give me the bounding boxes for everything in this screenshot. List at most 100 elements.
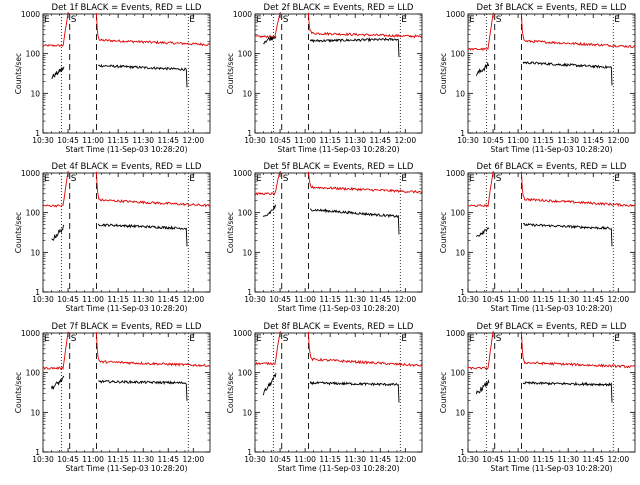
y-tick-label: 10 [455,408,465,417]
x-tick-label: 11:45 [369,295,391,304]
x-tick-label: 11:45 [582,295,604,304]
x-axis-label: Start Time (11-Sep-03 10:28:20) [278,304,400,313]
events-series-line [522,61,613,86]
y-tick-label: 10 [242,408,252,417]
x-axis-label: Start Time (11-Sep-03 10:28:20) [491,464,613,473]
x-tick-label: 11:15 [319,455,341,464]
x-tick-label: 11:00 [294,136,316,145]
x-tick-label: 11:15 [532,295,554,304]
y-tick-label: 1000 [233,329,252,338]
marker-label-e: E [469,174,475,184]
y-axis-label: Counts/sec [439,212,448,253]
marker-label-s: S [496,334,502,344]
x-tick-label: 10:30 [244,455,266,464]
x-tick-label: 10:45 [269,455,291,464]
x-axis-label: Start Time (11-Sep-03 10:28:20) [278,145,400,154]
x-tick-label: 12:00 [394,295,416,304]
y-tick-label: 1 [460,129,465,138]
x-tick-label: 11:15 [319,136,341,145]
events-series-line [309,208,400,235]
events-series-line [309,37,400,58]
y-tick-label: 1 [460,288,465,297]
marker-label-s: S [496,15,502,25]
marker-label-s: S [283,334,289,344]
x-tick-label: 10:45 [482,455,504,464]
x-axis-label: Start Time (11-Sep-03 10:28:20) [66,304,188,313]
marker-label-s: S [71,15,77,25]
panel-title: Det 7f BLACK = Events, RED = LLD [52,322,202,332]
x-tick-label: 12:00 [607,136,629,145]
x-tick-label: 11:30 [132,136,154,145]
x-tick-label: 11:30 [132,455,154,464]
x-tick-label: 11:15 [319,295,341,304]
events-series-line [309,380,400,403]
plot-frame [42,172,211,293]
marker-label-e: E [44,334,50,344]
lld-series-line [467,12,636,51]
x-tick-label: 10:30 [32,136,54,145]
events-series-line [263,36,277,45]
y-axis-label: Counts/sec [439,372,448,413]
panel-det-9f: Det 9f BLACK = Events, RED = LLD 1 10 100 10… [439,322,636,473]
panel-det-6f: Det 6f BLACK = Events, RED = LLD 1 10 100 10… [439,162,636,313]
marker-label-e: E [189,334,195,344]
marker-label-e: E [189,15,195,25]
lld-series-line [254,171,423,196]
events-series-line [98,379,188,401]
x-tick-label: 11:15 [532,136,554,145]
marker-label-s: S [71,174,77,184]
x-axis-label: Start Time (11-Sep-03 10:28:20) [491,145,613,154]
panel-det-4f: Det 4f BLACK = Events, RED = LLD 1 10 100 10… [14,162,211,313]
x-tick-label: 11:00 [294,455,316,464]
x-tick-label: 11:30 [557,455,579,464]
plot-frame [254,332,423,453]
y-axis-label: Counts/sec [226,53,235,94]
x-tick-label: 12:00 [182,295,204,304]
events-series-line [522,381,613,403]
y-tick-label: 100 [238,369,253,378]
panel-title: Det 1f BLACK = Events, RED = LLD [52,3,202,13]
x-tick-label: 10:30 [457,295,479,304]
marker-label-e: E [256,334,262,344]
y-tick-label: 10 [455,89,465,98]
lld-series-line [42,331,211,371]
panel-det-3f: Det 3f BLACK = Events, RED = LLD 1 10 100 10… [439,3,636,154]
y-tick-label: 1000 [446,329,465,338]
y-tick-label: 100 [451,369,466,378]
events-series-line [522,222,613,247]
lld-series-line [42,12,210,48]
events-series-line [51,66,65,79]
events-series-line [475,61,489,76]
x-tick-label: 10:45 [57,136,79,145]
y-tick-label: 1000 [21,329,40,338]
marker-label-e: E [614,15,620,25]
y-tick-label: 10 [30,89,40,98]
x-tick-label: 11:15 [107,136,129,145]
x-tick-label: 10:45 [269,136,291,145]
x-tick-label: 12:00 [182,136,204,145]
marker-label-s: S [283,15,289,25]
x-tick-label: 11:45 [157,295,179,304]
x-tick-label: 12:00 [607,455,629,464]
x-tick-label: 12:00 [607,295,629,304]
panel-title: Det 2f BLACK = Events, RED = LLD [264,3,414,13]
plot-frame [467,172,636,293]
x-tick-label: 11:45 [157,136,179,145]
marker-label-e: E [401,15,407,25]
y-tick-label: 1000 [446,10,465,19]
x-tick-label: 11:00 [507,136,529,145]
marker-label-s: S [283,174,289,184]
marker-label-e: E [401,334,407,344]
panel-title: Det 9f BLACK = Events, RED = LLD [477,322,627,332]
y-axis-label: Counts/sec [14,53,23,94]
y-axis-label: Counts/sec [226,372,235,413]
y-tick-label: 1 [247,448,252,457]
panel-title: Det 4f BLACK = Events, RED = LLD [52,162,202,172]
y-tick-label: 100 [451,209,466,218]
events-series-line [263,204,277,218]
y-tick-label: 10 [242,248,252,257]
plot-frame [467,13,636,134]
y-tick-label: 1000 [233,10,252,19]
panel-det-8f: Det 8f BLACK = Events, RED = LLD 1 10 100 10… [226,322,423,473]
